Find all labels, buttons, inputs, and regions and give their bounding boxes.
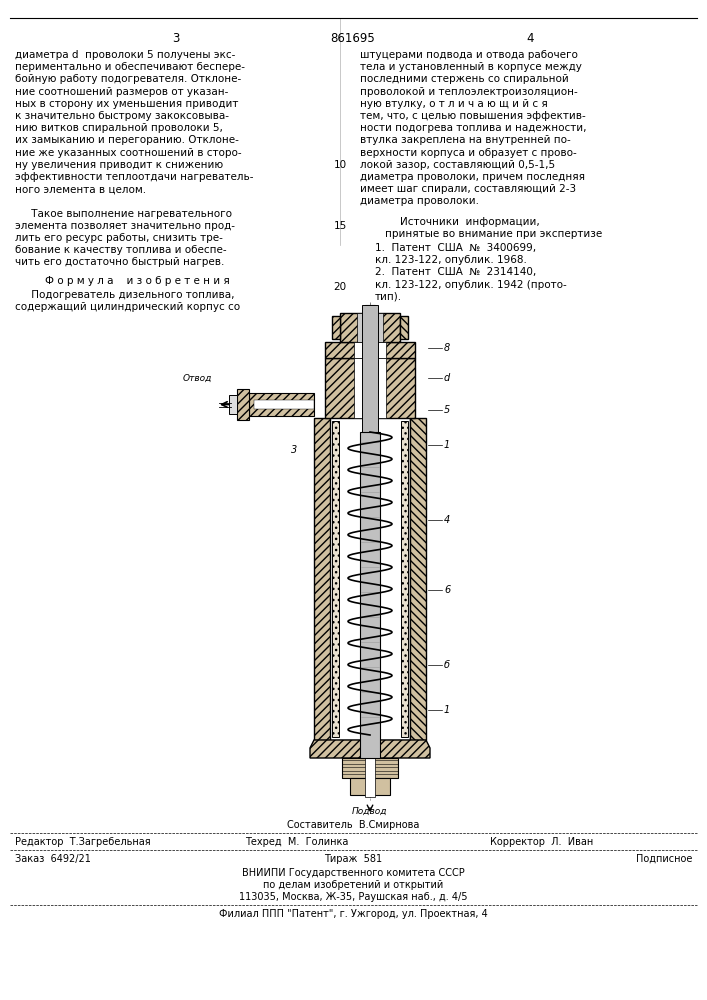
Text: 1.  Патент  США  №  3400699,: 1. Патент США № 3400699, xyxy=(375,243,536,253)
Text: ние соотношений размеров от указан-: ние соотношений размеров от указан- xyxy=(15,87,228,97)
Polygon shape xyxy=(401,421,408,737)
Text: их замыканию и перегоранию. Отклоне-: их замыканию и перегоранию. Отклоне- xyxy=(15,135,239,145)
Text: элемента позволяет значительно прод-: элемента позволяет значительно прод- xyxy=(15,221,235,231)
Text: Такое выполнение нагревательного: Такое выполнение нагревательного xyxy=(15,209,232,219)
Text: Филиал ППП "Патент", г. Ужгород, ул. Проектная, 4: Филиал ППП "Патент", г. Ужгород, ул. Про… xyxy=(218,909,487,919)
Text: ности подогрева топлива и надежности,: ности подогрева топлива и надежности, xyxy=(360,123,587,133)
Polygon shape xyxy=(362,305,378,432)
Text: Составитель  В.Смирнова: Составитель В.Смирнова xyxy=(287,820,419,830)
Text: ных в сторону их уменьшения приводит: ных в сторону их уменьшения приводит xyxy=(15,99,238,109)
Polygon shape xyxy=(254,400,314,409)
Polygon shape xyxy=(354,342,386,358)
Text: бование к качеству топлива и обеспе-: бование к качеству топлива и обеспе- xyxy=(15,245,227,255)
Text: содержащий цилиндрический корпус со: содержащий цилиндрический корпус со xyxy=(15,302,240,312)
Text: Тираж  581: Тираж 581 xyxy=(324,854,382,864)
Polygon shape xyxy=(339,421,401,737)
Text: 3: 3 xyxy=(173,32,180,45)
Text: бойную работу подогревателя. Отклоне-: бойную работу подогревателя. Отклоне- xyxy=(15,74,241,84)
Text: 2.  Патент  США  №  2314140,: 2. Патент США № 2314140, xyxy=(375,267,536,277)
Text: 861695: 861695 xyxy=(331,32,375,45)
Text: тела и установленный в корпусе между: тела и установленный в корпусе между xyxy=(360,62,582,72)
Text: 1: 1 xyxy=(444,440,450,450)
Text: Заказ  6492/21: Заказ 6492/21 xyxy=(15,854,91,864)
Polygon shape xyxy=(354,358,386,418)
Text: лить его ресурс работы, снизить тре-: лить его ресурс работы, снизить тре- xyxy=(15,233,223,243)
Text: тип).: тип). xyxy=(375,292,402,302)
Text: кл. 123-122, опублик. 1968.: кл. 123-122, опублик. 1968. xyxy=(375,255,527,265)
Polygon shape xyxy=(237,389,249,420)
Polygon shape xyxy=(365,305,375,313)
Text: штуцерами подвода и отвода рабочего: штуцерами подвода и отвода рабочего xyxy=(360,50,578,60)
Polygon shape xyxy=(350,778,390,795)
Text: 8: 8 xyxy=(444,343,450,353)
Text: Редактор  Т.Загребельная: Редактор Т.Загребельная xyxy=(15,837,151,847)
Text: чить его достаточно быстрый нагрев.: чить его достаточно быстрый нагрев. xyxy=(15,257,224,267)
Text: кл. 123-122, опублик. 1942 (прото-: кл. 123-122, опублик. 1942 (прото- xyxy=(375,280,567,290)
Text: периментально и обеспечивают бесперe-: периментально и обеспечивают бесперe- xyxy=(15,62,245,72)
Text: нию витков спиральной проволоки 5,: нию витков спиральной проволоки 5, xyxy=(15,123,223,133)
Text: Техред  М.  Голинка: Техред М. Голинка xyxy=(245,837,349,847)
Text: к значительно быстрому закоксовыва-: к значительно быстрому закоксовыва- xyxy=(15,111,229,121)
Polygon shape xyxy=(400,316,408,339)
Text: последними стержень со спиральной: последними стержень со спиральной xyxy=(360,74,568,84)
Text: 20: 20 xyxy=(334,282,346,292)
Text: 10: 10 xyxy=(334,160,346,170)
Polygon shape xyxy=(332,421,339,737)
Text: 5: 5 xyxy=(444,405,450,415)
Polygon shape xyxy=(342,758,398,778)
Text: 113035, Москва, Ж-35, Раушская наб., д. 4/5: 113035, Москва, Ж-35, Раушская наб., д. … xyxy=(239,892,467,902)
Text: ну увеличения приводит к снижению: ну увеличения приводит к снижению xyxy=(15,160,223,170)
Text: диаметра проволоки, причем последняя: диаметра проволоки, причем последняя xyxy=(360,172,585,182)
Text: локой зазор, составляющий 0,5-1,5: локой зазор, составляющий 0,5-1,5 xyxy=(360,160,555,170)
Text: ние же указанных соотношений в сторо-: ние же указанных соотношений в сторо- xyxy=(15,148,242,158)
Text: диаметра d  проволоки 5 получены экс-: диаметра d проволоки 5 получены экс- xyxy=(15,50,235,60)
Polygon shape xyxy=(314,418,330,740)
Text: 4: 4 xyxy=(526,32,534,45)
Polygon shape xyxy=(410,418,426,740)
Text: d: d xyxy=(444,373,450,383)
Text: Отвод: Отвод xyxy=(182,374,212,383)
Polygon shape xyxy=(249,393,314,416)
Text: имеет шаг спирали, составляющий 2-3: имеет шаг спирали, составляющий 2-3 xyxy=(360,184,576,194)
Polygon shape xyxy=(229,395,237,414)
Text: 4: 4 xyxy=(444,515,450,525)
Text: диаметра проволоки.: диаметра проволоки. xyxy=(360,196,479,206)
Text: тем, что, с целью повышения эффектив-: тем, что, с целью повышения эффектив- xyxy=(360,111,586,121)
Text: ную втулку, о т л и ч а ю щ и й с я: ную втулку, о т л и ч а ю щ и й с я xyxy=(360,99,548,109)
Polygon shape xyxy=(340,313,400,342)
Polygon shape xyxy=(310,740,430,758)
Text: ВНИИПИ Государственного комитета СССР: ВНИИПИ Государственного комитета СССР xyxy=(242,868,464,878)
Text: Ф о р м у л а    и з о б р е т е н и я: Ф о р м у л а и з о б р е т е н и я xyxy=(45,276,230,286)
Polygon shape xyxy=(357,313,383,342)
Text: Подписное: Подписное xyxy=(636,854,692,864)
Text: Подвод: Подвод xyxy=(352,807,387,816)
Text: Корректор  Л.  Иван: Корректор Л. Иван xyxy=(490,837,593,847)
Polygon shape xyxy=(330,418,410,740)
Polygon shape xyxy=(360,432,380,758)
Polygon shape xyxy=(365,758,375,797)
Polygon shape xyxy=(325,342,415,358)
Text: 6: 6 xyxy=(444,585,450,595)
Text: по делам изобретений и открытий: по делам изобретений и открытий xyxy=(263,880,443,890)
Text: ного элемента в целом.: ного элемента в целом. xyxy=(15,184,146,194)
Polygon shape xyxy=(332,316,340,339)
Text: эффективности теплоотдачи нагреватель-: эффективности теплоотдачи нагреватель- xyxy=(15,172,254,182)
Text: б: б xyxy=(444,660,450,670)
Text: верхности корпуса и образует с прово-: верхности корпуса и образует с прово- xyxy=(360,148,577,158)
Text: втулка закреплена на внутренней по-: втулка закреплена на внутренней по- xyxy=(360,135,571,145)
Text: принятые во внимание при экспертизе: принятые во внимание при экспертизе xyxy=(385,229,602,239)
Text: Подогреватель дизельного топлива,: Подогреватель дизельного топлива, xyxy=(15,290,235,300)
Text: 3: 3 xyxy=(291,445,297,455)
Text: проволокой и теплоэлектроизоляцион-: проволокой и теплоэлектроизоляцион- xyxy=(360,87,578,97)
Text: 15: 15 xyxy=(334,221,346,231)
Text: Источники  информации,: Источники информации, xyxy=(400,217,539,227)
Text: 1: 1 xyxy=(444,705,450,715)
Polygon shape xyxy=(325,358,415,418)
